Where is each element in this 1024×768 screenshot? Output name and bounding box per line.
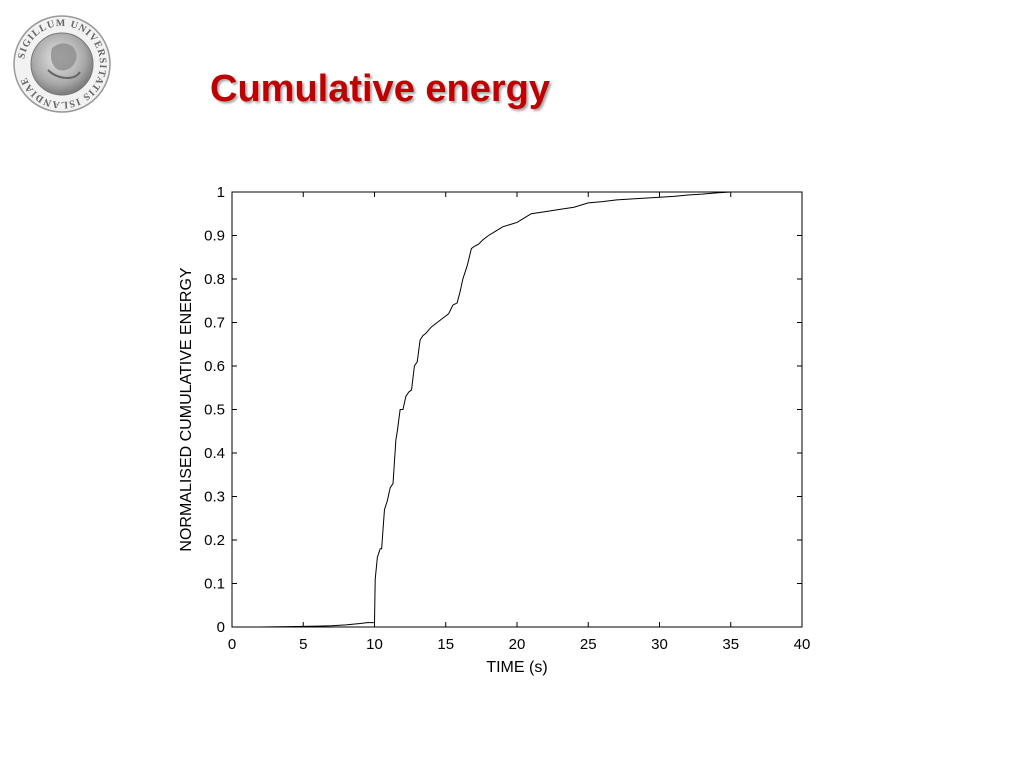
- y-tick-label: 0: [217, 619, 225, 636]
- y-tick-label: 0.3: [204, 489, 225, 506]
- x-tick-label: 15: [437, 636, 454, 653]
- plot-area-frame: [231, 191, 803, 628]
- x-axis-ticks: 0 5 10 15 20 25 30 35 40: [228, 192, 811, 653]
- x-tick-label: 25: [580, 636, 597, 653]
- university-seal-logo: SIGILLUM UNIVERSITATIS ISLANDIAE: [13, 15, 111, 113]
- y-tick-label: 0.2: [204, 532, 225, 549]
- y-tick-label: 0.8: [204, 271, 225, 288]
- x-axis-label: TIME (s): [486, 659, 547, 676]
- y-tick-label: 0.9: [204, 228, 225, 245]
- y-axis-ticks: 0 0.1 0.2 0.3 0.4 0.5 0.6 0.7 0.8 0.9 1: [204, 184, 802, 636]
- x-tick-label: 5: [299, 636, 307, 653]
- x-tick-label: 40: [794, 636, 811, 653]
- y-axis-label: NORMALISED CUMULATIVE ENERGY: [178, 267, 195, 552]
- cumulative-energy-curve: [232, 191, 731, 628]
- y-tick-label: 0.6: [204, 358, 225, 375]
- y-tick-label: 0.5: [204, 402, 225, 419]
- x-tick-label: 0: [228, 636, 236, 653]
- x-tick-label: 35: [722, 636, 739, 653]
- x-tick-label: 30: [651, 636, 668, 653]
- y-tick-label: 0.4: [204, 445, 225, 462]
- x-tick-label: 20: [509, 636, 526, 653]
- slide-title: Cumulative energy: [210, 68, 550, 110]
- y-tick-label: 1: [217, 184, 225, 201]
- y-tick-label: 0.7: [204, 315, 225, 332]
- x-tick-label: 10: [366, 636, 383, 653]
- y-tick-label: 0.1: [204, 576, 225, 593]
